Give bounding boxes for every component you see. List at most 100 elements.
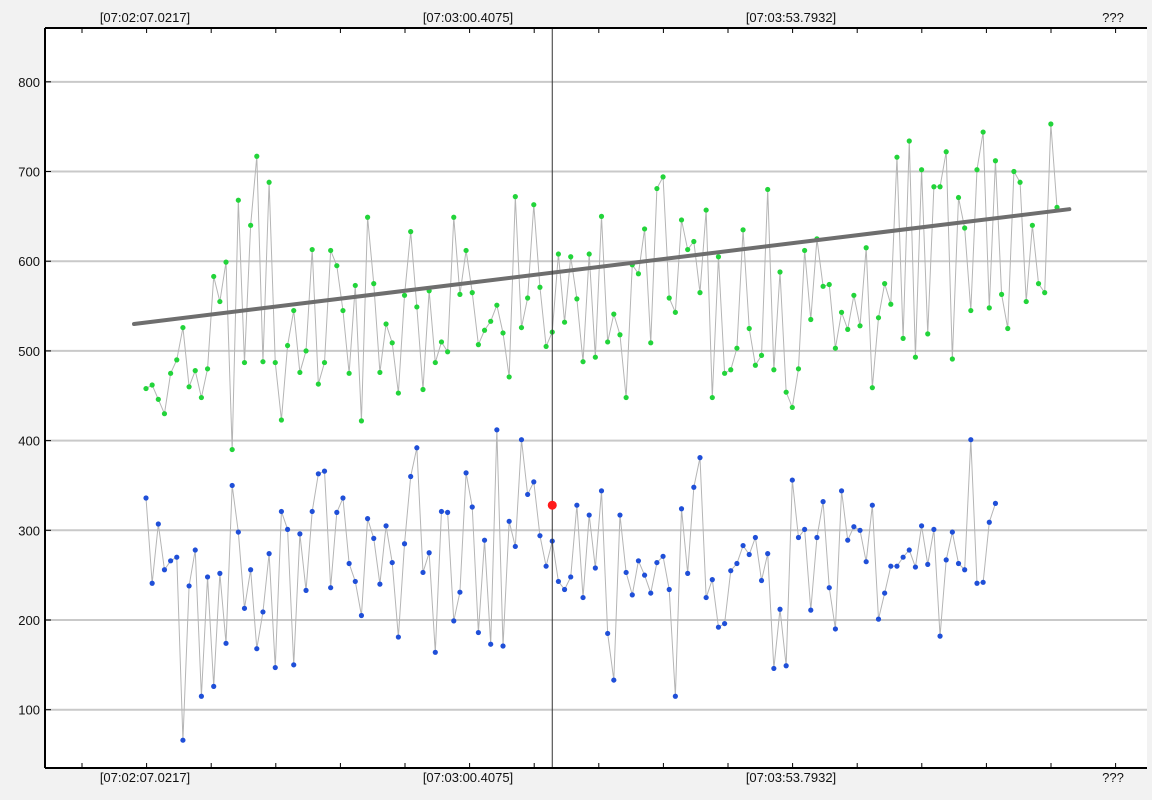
series-upper-point[interactable] [469,290,475,296]
series-upper-point[interactable] [500,330,506,336]
series-upper-point[interactable] [328,247,334,254]
series-upper-point[interactable] [734,345,740,351]
series-upper-point[interactable] [457,291,463,297]
series-lower-point[interactable] [211,683,217,689]
series-lower-point[interactable] [869,502,875,508]
series-lower-point[interactable] [660,553,666,559]
series-upper-point[interactable] [555,251,562,257]
series-lower-point[interactable] [555,578,562,585]
series-upper-point[interactable] [161,411,168,417]
series-upper-point[interactable] [1023,298,1029,305]
series-lower-point[interactable] [358,612,365,619]
series-lower-point[interactable] [777,606,783,612]
series-lower-point[interactable] [192,547,198,553]
series-upper-point[interactable] [192,368,198,374]
series-upper-point[interactable] [875,315,882,321]
series-lower-point[interactable] [155,521,161,527]
series-upper-point[interactable] [802,247,808,254]
series-lower-point[interactable] [826,585,832,591]
series-upper-point[interactable] [857,323,863,329]
series-lower-point[interactable] [592,565,598,571]
series-lower-point[interactable] [321,468,328,474]
series-upper-point[interactable] [174,357,180,363]
series-lower-point[interactable] [611,677,617,683]
series-upper-point[interactable] [771,367,777,373]
series-lower-point[interactable] [666,586,672,593]
series-lower-point[interactable] [475,629,481,636]
series-upper-point[interactable] [728,367,734,373]
series-lower-point[interactable] [352,578,358,585]
series-upper-point[interactable] [254,153,260,159]
series-lower-point[interactable] [722,620,728,627]
series-upper-point[interactable] [371,281,377,287]
series-lower-point[interactable] [278,508,285,515]
series-upper-point[interactable] [789,404,795,411]
series-lower-point[interactable] [894,563,900,569]
series-upper-point[interactable] [198,394,204,401]
series-upper-point[interactable] [863,245,869,251]
series-lower-point[interactable] [623,569,629,576]
series-upper-point[interactable] [715,254,722,260]
series-lower-point[interactable] [217,570,223,576]
series-lower-point[interactable] [654,559,660,566]
series-upper-point[interactable] [451,214,457,220]
series-lower-point[interactable] [802,526,808,533]
series-upper-point[interactable] [334,263,340,269]
series-lower-point[interactable] [838,488,845,494]
series-upper-point[interactable] [438,339,445,345]
series-upper-point[interactable] [291,307,297,314]
plot-area[interactable] [45,28,1147,768]
series-lower-point[interactable] [992,500,999,506]
series-lower-point[interactable] [248,567,254,573]
series-lower-point[interactable] [968,437,974,443]
series-upper-point[interactable] [401,292,408,298]
series-lower-point[interactable] [568,574,574,580]
series-lower-point[interactable] [561,586,568,593]
series-upper-point[interactable] [912,354,919,360]
series-lower-point[interactable] [795,534,802,541]
series-lower-point[interactable] [204,574,211,580]
series-lower-point[interactable] [955,560,962,567]
series-lower-point[interactable] [438,508,445,515]
series-upper-point[interactable] [641,226,648,232]
series-lower-point[interactable] [174,554,180,560]
series-upper-point[interactable] [217,298,223,305]
series-lower-point[interactable] [635,558,642,564]
series-upper-point[interactable] [1005,325,1011,332]
series-lower-point[interactable] [962,567,968,573]
series-lower-point[interactable] [678,506,685,512]
series-upper-point[interactable] [703,207,709,213]
series-upper-point[interactable] [475,342,481,348]
series-lower-point[interactable] [789,477,795,483]
series-upper-point[interactable] [894,154,900,160]
series-lower-point[interactable] [512,543,518,550]
series-upper-point[interactable] [506,374,512,380]
series-lower-point[interactable] [186,583,192,589]
series-lower-point[interactable] [715,624,722,630]
series-lower-point[interactable] [740,542,746,549]
series-lower-point[interactable] [648,590,654,596]
series-lower-point[interactable] [857,527,863,533]
series-upper-point[interactable] [888,301,894,307]
series-upper-point[interactable] [537,284,543,290]
series-upper-point[interactable] [180,324,186,331]
series-lower-point[interactable] [820,499,826,505]
series-upper-point[interactable] [223,259,229,265]
series-lower-point[interactable] [734,560,740,567]
series-lower-point[interactable] [629,592,635,598]
series-upper-point[interactable] [211,273,217,280]
series-upper-point[interactable] [820,283,826,289]
series-lower-point[interactable] [814,534,820,541]
series-lower-point[interactable] [364,516,371,522]
series-lower-point[interactable] [401,541,408,547]
series-lower-point[interactable] [765,551,771,557]
series-lower-point[interactable] [672,693,678,699]
series-upper-point[interactable] [931,184,937,190]
series-upper-point[interactable] [364,214,371,220]
series-lower-point[interactable] [863,559,869,565]
series-lower-point[interactable] [445,509,451,515]
series-upper-point[interactable] [278,417,285,423]
series-lower-point[interactable] [235,529,241,535]
series-lower-point[interactable] [161,567,168,573]
series-lower-point[interactable] [500,643,506,649]
